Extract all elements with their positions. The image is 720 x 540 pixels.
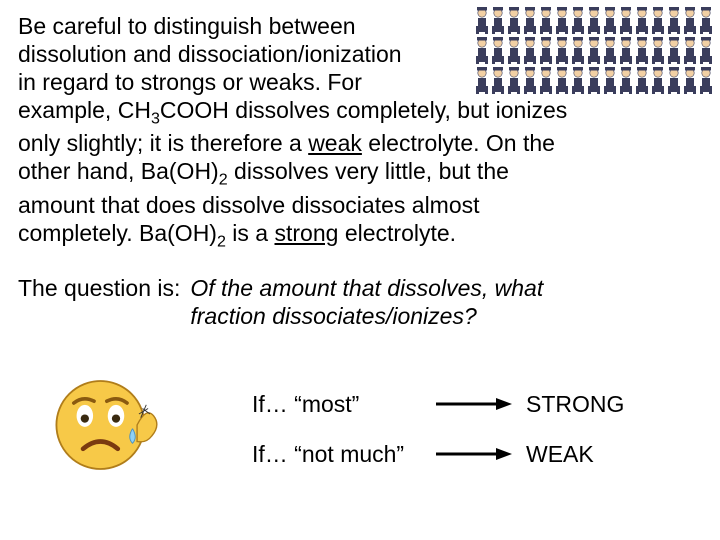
underlined: weak (308, 130, 362, 156)
question-label: The question is: (18, 274, 190, 330)
text: completely. Ba(OH) (18, 220, 217, 246)
if-label: If… “most” (252, 390, 422, 418)
subscript: 3 (151, 110, 160, 128)
subscript: 2 (217, 232, 226, 250)
text: COOH dissolves completely, but ionizes (160, 97, 567, 123)
question-block: The question is: Of the amount that diss… (18, 274, 702, 330)
para-line: example, CH3COOH dissolves completely, b… (18, 96, 698, 129)
question-text: Of the amount that dissolves, what fract… (190, 274, 543, 330)
text: electrolyte. (338, 220, 456, 246)
people-grid-graphic (474, 4, 714, 96)
result-strong: STRONG (526, 390, 624, 418)
result-weak: WEAK (526, 440, 594, 468)
subscript: 2 (219, 171, 228, 189)
para-line: only slightly; it is therefore a weak el… (18, 129, 698, 157)
text: other hand, Ba(OH) (18, 158, 219, 184)
arrow-icon (434, 396, 514, 412)
underlined: strong (275, 220, 339, 246)
text: example, CH (18, 97, 151, 123)
arrow-icon (434, 446, 514, 462)
if-row-weak: If… “not much” WEAK (252, 440, 700, 468)
para-line: other hand, Ba(OH)2 dissolves very littl… (18, 157, 698, 190)
worried-face-icon (50, 370, 160, 480)
question-line: Of the amount that dissolves, what (190, 275, 543, 301)
if-label: If… “not much” (252, 440, 422, 468)
text: electrolyte. On the (362, 130, 555, 156)
if-row-strong: If… “most” STRONG (252, 390, 700, 418)
text: only slightly; it is therefore a (18, 130, 308, 156)
text: dissolves very little, but the (228, 158, 509, 184)
para-line: completely. Ba(OH)2 is a strong electrol… (18, 219, 698, 252)
text: is a (226, 220, 275, 246)
question-line: fraction dissociates/ionizes? (190, 303, 476, 329)
para-line: amount that does dissolve dissociates al… (18, 191, 698, 219)
bottom-section: If… “most” STRONG If… “not much” WEAK (0, 360, 720, 520)
if-rows: If… “most” STRONG If… “not much” WEAK (252, 390, 700, 490)
